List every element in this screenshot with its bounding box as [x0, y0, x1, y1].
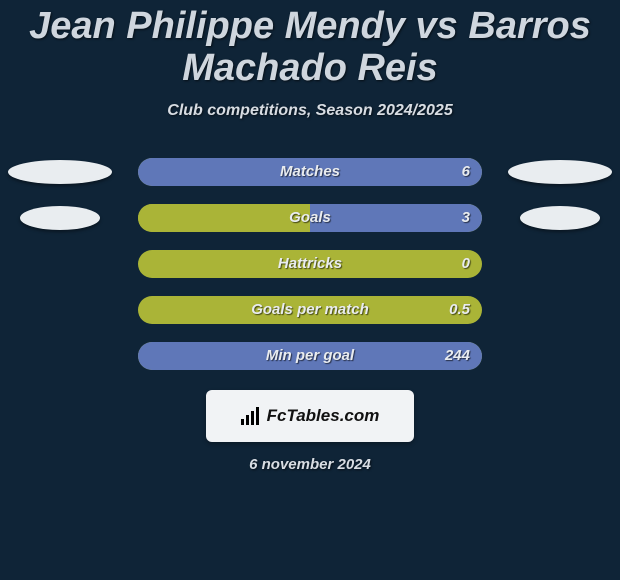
date-label: 6 november 2024 [249, 456, 371, 473]
stat-value-right: 3 [462, 204, 470, 232]
stat-value-right: 0 [462, 250, 470, 278]
stat-row: Goals per match0.5 [0, 296, 620, 324]
stat-bar: Min per goal244 [138, 342, 482, 370]
stat-bar: Goals3 [138, 204, 482, 232]
stat-bar: Goals per match0.5 [138, 296, 482, 324]
subtitle: Club competitions, Season 2024/2025 [167, 102, 452, 120]
source-badge-text: FcTables.com [267, 406, 380, 426]
stat-row: Matches6 [0, 158, 620, 186]
stat-bar: Matches6 [138, 158, 482, 186]
stat-value-right: 244 [445, 342, 470, 370]
stat-value-right: 0.5 [449, 296, 470, 324]
stat-label: Hattricks [138, 250, 482, 278]
stat-label: Goals per match [138, 296, 482, 324]
stat-label: Goals [138, 204, 482, 232]
stat-rows: Matches6Goals3Hattricks0Goals per match0… [0, 158, 620, 370]
stat-row: Goals3 [0, 204, 620, 232]
stat-row: Min per goal244 [0, 342, 620, 370]
comparison-infographic: Jean Philippe Mendy vs Barros Machado Re… [0, 0, 620, 580]
player-avatar-placeholder-right [508, 160, 612, 184]
bar-chart-icon [241, 407, 259, 425]
stat-bar: Hattricks0 [138, 250, 482, 278]
player-avatar-placeholder-left [8, 160, 112, 184]
source-badge: FcTables.com [206, 390, 414, 442]
player-avatar-placeholder-right [520, 206, 600, 230]
stat-label: Matches [138, 158, 482, 186]
stat-label: Min per goal [138, 342, 482, 370]
page-title: Jean Philippe Mendy vs Barros Machado Re… [0, 0, 620, 90]
player-avatar-placeholder-left [20, 206, 100, 230]
stat-value-right: 6 [462, 158, 470, 186]
stat-row: Hattricks0 [0, 250, 620, 278]
